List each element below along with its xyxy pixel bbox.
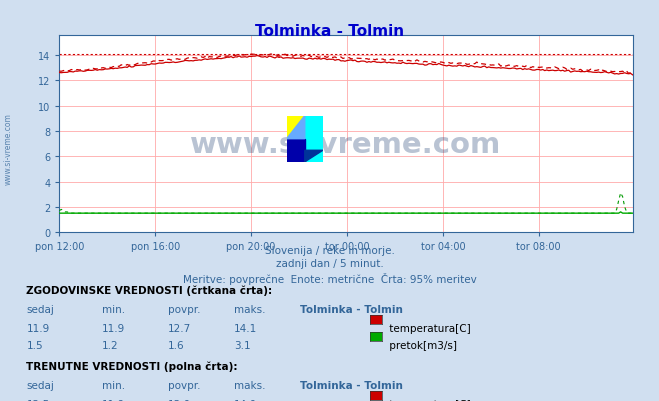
Text: sedaj: sedaj [26, 304, 54, 314]
Text: sedaj: sedaj [26, 380, 54, 390]
Text: maks.: maks. [234, 380, 266, 390]
Text: Tolminka - Tolmin: Tolminka - Tolmin [255, 24, 404, 39]
Text: 12.5: 12.5 [26, 399, 49, 401]
Text: 11.9: 11.9 [26, 323, 49, 333]
Polygon shape [304, 151, 323, 162]
Text: pretok[m3/s]: pretok[m3/s] [386, 340, 457, 350]
Text: 3.1: 3.1 [234, 340, 250, 350]
Text: min.: min. [102, 304, 125, 314]
Text: 12.7: 12.7 [168, 323, 191, 333]
Polygon shape [287, 116, 304, 140]
Text: 11.9: 11.9 [102, 399, 125, 401]
Text: Tolminka - Tolmin: Tolminka - Tolmin [300, 304, 403, 314]
Text: 1.5: 1.5 [26, 340, 43, 350]
Bar [287, 140, 304, 162]
Text: Tolminka - Tolmin: Tolminka - Tolmin [300, 380, 403, 390]
Text: www.si-vreme.com: www.si-vreme.com [4, 113, 13, 184]
Text: povpr.: povpr. [168, 304, 200, 314]
Text: maks.: maks. [234, 304, 266, 314]
Text: temperatura[C]: temperatura[C] [386, 323, 471, 333]
Text: Meritve: povprečne  Enote: metrične  Črta: 95% meritev: Meritve: povprečne Enote: metrične Črta:… [183, 272, 476, 284]
Text: 1.2: 1.2 [102, 340, 119, 350]
Text: Slovenija / reke in morje.: Slovenija / reke in morje. [264, 245, 395, 255]
Text: ZGODOVINSKE VREDNOSTI (črtkana črta):: ZGODOVINSKE VREDNOSTI (črtkana črta): [26, 285, 272, 295]
Text: 14.0: 14.0 [234, 399, 257, 401]
Bar [304, 116, 323, 162]
Text: 14.1: 14.1 [234, 323, 257, 333]
Text: 13.0: 13.0 [168, 399, 191, 401]
Text: TRENUTNE VREDNOSTI (polna črta):: TRENUTNE VREDNOSTI (polna črta): [26, 361, 238, 371]
Bar [287, 116, 304, 140]
Text: min.: min. [102, 380, 125, 390]
Text: www.si-vreme.com: www.si-vreme.com [190, 130, 501, 158]
Text: povpr.: povpr. [168, 380, 200, 390]
Text: 11.9: 11.9 [102, 323, 125, 333]
Text: temperatura[C]: temperatura[C] [386, 399, 471, 401]
Text: 1.6: 1.6 [168, 340, 185, 350]
Text: zadnji dan / 5 minut.: zadnji dan / 5 minut. [275, 259, 384, 269]
